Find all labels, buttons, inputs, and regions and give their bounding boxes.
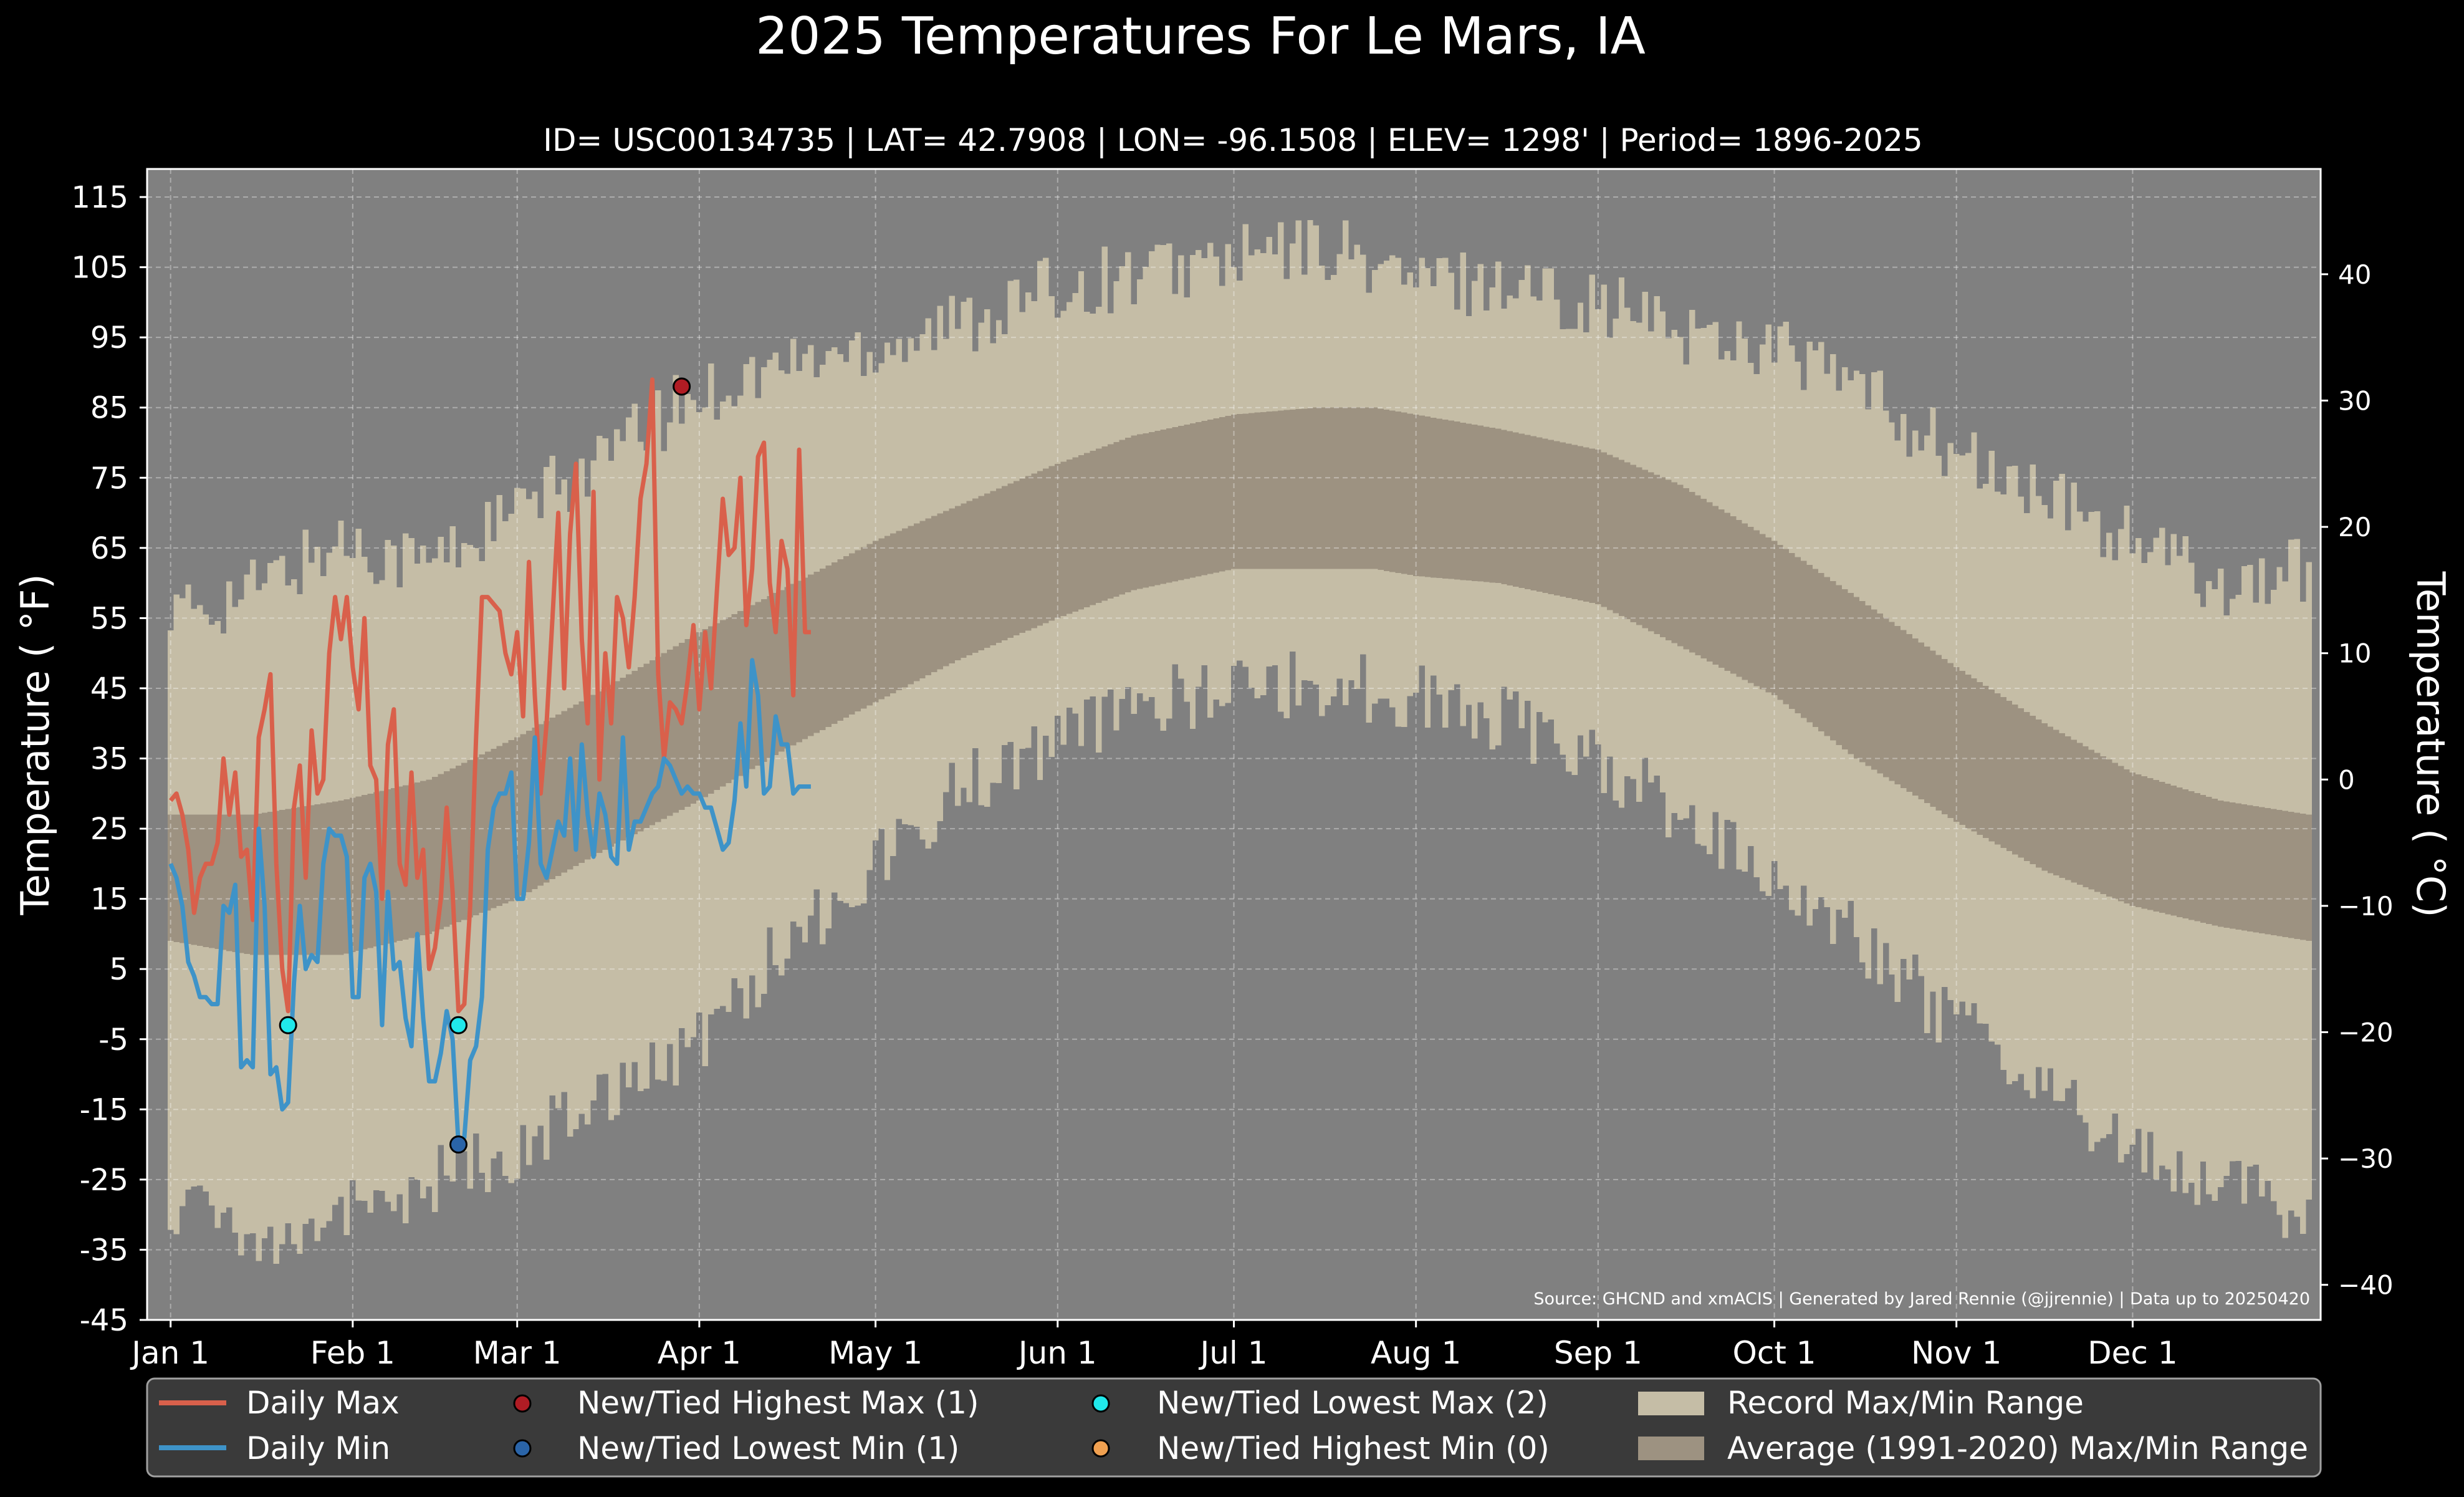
x-tick-label: Sep 1 bbox=[1554, 1335, 1642, 1371]
y-tick-label-left: -35 bbox=[80, 1233, 128, 1268]
y-tick-label-right: 30 bbox=[2338, 385, 2371, 416]
y-tick-label-left: 115 bbox=[71, 180, 128, 215]
legend-daily-min-label: Daily Min bbox=[246, 1430, 390, 1466]
record-marker bbox=[279, 1016, 297, 1034]
legend-lowest-min-marker bbox=[513, 1439, 532, 1458]
record-marker bbox=[673, 377, 691, 396]
x-tick-label: May 1 bbox=[828, 1335, 923, 1371]
y-tick-label-right: 20 bbox=[2338, 512, 2371, 542]
y-tick-label-right: 0 bbox=[2338, 764, 2355, 795]
source-note: Source: GHCND and xmACIS | Generated by … bbox=[1533, 1289, 2310, 1309]
chart-subtitle: ID= USC00134735 | LAT= 42.7908 | LON= -9… bbox=[543, 122, 1922, 158]
average-range-band bbox=[168, 407, 2312, 955]
y-tick-label-left: 35 bbox=[90, 742, 128, 777]
chart-title: 2025 Temperatures For Le Mars, IA bbox=[755, 7, 1646, 66]
y-tick-label-left: 105 bbox=[71, 251, 128, 286]
x-axis: Jan 1 Feb 1 Mar 1 Apr 1 May 1 Jun 1 Jul 1 Aug 1… bbox=[130, 1320, 2178, 1371]
y-axis-right: 40 30 20 10 0 −10 −20 −30 −40 bbox=[2321, 259, 2394, 1301]
record-marker bbox=[449, 1135, 467, 1154]
legend-average-range-label: Average (1991-2020) Max/Min Range bbox=[1727, 1430, 2308, 1466]
y-axis-label-left: Temperature ( °F) bbox=[12, 574, 58, 915]
y-tick-label-left: 5 bbox=[109, 952, 128, 987]
x-tick-label: Mar 1 bbox=[473, 1335, 562, 1371]
plot-area: Source: GHCND and xmACIS | Generated by … bbox=[146, 168, 2322, 1321]
legend-lowest-min-label: New/Tied Lowest Min (1) bbox=[577, 1430, 959, 1466]
legend-box bbox=[146, 1377, 2322, 1478]
daily-min-line bbox=[168, 658, 811, 1147]
x-tick-label: Oct 1 bbox=[1732, 1335, 1816, 1371]
legend: Daily Max Daily Min New/Tied Highest Max… bbox=[146, 1377, 2322, 1478]
x-tick-label: Jul 1 bbox=[1198, 1335, 1267, 1371]
legend-highest-min-label: New/Tied Highest Min (0) bbox=[1157, 1430, 1550, 1466]
y-tick-label-left: 85 bbox=[90, 391, 128, 426]
daily-max-line bbox=[169, 377, 811, 1014]
y-tick-label-left: 25 bbox=[90, 812, 128, 847]
legend-highest-min-marker bbox=[1091, 1439, 1110, 1458]
y-tick-label-right: −40 bbox=[2338, 1270, 2394, 1301]
legend-record-range-swatch bbox=[1638, 1392, 1704, 1415]
y-tick-label-left: 55 bbox=[90, 601, 128, 636]
y-tick-label-left: 75 bbox=[90, 461, 128, 496]
y-tick-label-right: −10 bbox=[2338, 891, 2394, 922]
record-range-band bbox=[168, 220, 2312, 1264]
y-tick-label-left: 95 bbox=[90, 320, 128, 355]
y-tick-label-left: 15 bbox=[90, 882, 128, 917]
y-tick-label-right: −20 bbox=[2338, 1018, 2394, 1048]
y-tick-label-left: -45 bbox=[80, 1303, 128, 1338]
legend-highest-max-label: New/Tied Highest Max (1) bbox=[577, 1385, 979, 1421]
y-tick-label-left: -5 bbox=[98, 1023, 128, 1057]
legend-lowest-max-label: New/Tied Lowest Max (2) bbox=[1157, 1385, 1548, 1421]
x-tick-label: Aug 1 bbox=[1371, 1335, 1461, 1371]
legend-average-range-swatch bbox=[1638, 1437, 1704, 1460]
y-tick-label-right: −30 bbox=[2338, 1143, 2394, 1174]
y-tick-label-left: -25 bbox=[80, 1163, 128, 1198]
y-tick-label-right: 10 bbox=[2338, 638, 2371, 669]
x-tick-label: Feb 1 bbox=[310, 1335, 395, 1371]
legend-lowest-max-marker bbox=[1091, 1394, 1110, 1413]
record-marker bbox=[449, 1016, 467, 1034]
y-tick-label-left: -15 bbox=[80, 1092, 128, 1127]
x-tick-label: Dec 1 bbox=[2088, 1335, 2177, 1371]
y-tick-label-left: 65 bbox=[90, 531, 128, 566]
y-axis-left: 115 105 95 85 75 65 55 45 35 25 15 5 -5 -15 -25 -35 -45 bbox=[71, 180, 147, 1338]
legend-record-range-label: Record Max/Min Range bbox=[1727, 1385, 2084, 1421]
y-tick-label-right: 40 bbox=[2338, 259, 2371, 290]
y-tick-label-left: 45 bbox=[90, 671, 128, 706]
x-tick-label: Jan 1 bbox=[130, 1335, 209, 1371]
x-tick-label: Apr 1 bbox=[658, 1335, 741, 1371]
legend-highest-max-marker bbox=[513, 1394, 532, 1413]
x-tick-label: Jun 1 bbox=[1017, 1335, 1097, 1371]
x-tick-label: Nov 1 bbox=[1911, 1335, 2001, 1371]
legend-daily-max-label: Daily Max bbox=[246, 1385, 400, 1421]
y-axis-label-right: Temperature ( °C) bbox=[2408, 571, 2453, 918]
